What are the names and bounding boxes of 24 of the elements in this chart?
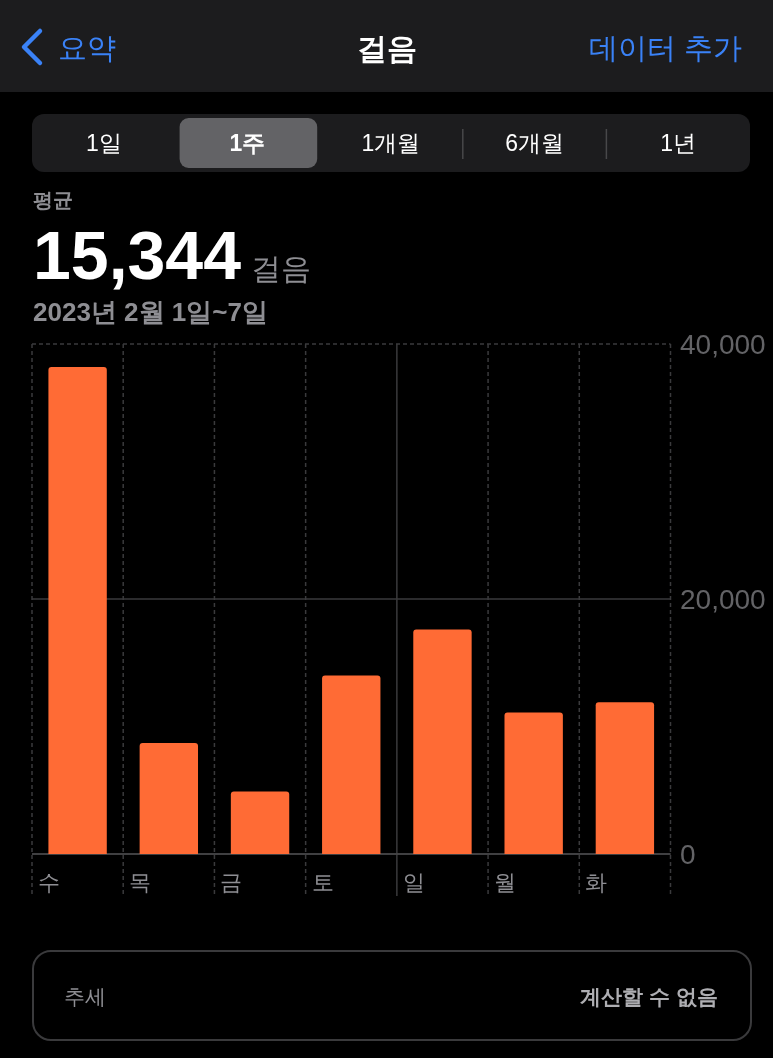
text: 6개월: [505, 130, 564, 156]
y-tick-label: 40,000: [680, 328, 766, 360]
text: 1일: [85, 130, 122, 156]
title: 걸음: [356, 31, 417, 65]
text: 평균: [33, 189, 73, 211]
text: 계산할 수 없음: [580, 984, 718, 1008]
text: 1개월: [361, 130, 421, 156]
x-tick-label: 금: [220, 869, 243, 895]
x-tick-label: 토: [311, 869, 334, 895]
x-tick-label: 목: [129, 869, 152, 895]
y-tick-label: 0: [680, 838, 696, 870]
text: 추세: [64, 984, 106, 1008]
text: 15,344: [33, 217, 242, 293]
x-tick-label: 일: [402, 869, 425, 895]
text: 데이터 추가: [588, 32, 742, 64]
x-tick-label: 수: [38, 869, 60, 895]
subtitle: 2023년 2월 1일~7일: [33, 297, 268, 327]
text: 걸음: [251, 252, 312, 285]
text: 요약: [58, 32, 116, 64]
text: 1년: [660, 130, 697, 156]
y-tick-label: 20,000: [680, 583, 766, 615]
x-tick-label: 월: [494, 869, 517, 895]
text: 1주: [229, 130, 266, 156]
x-tick-label: 화: [585, 869, 608, 895]
